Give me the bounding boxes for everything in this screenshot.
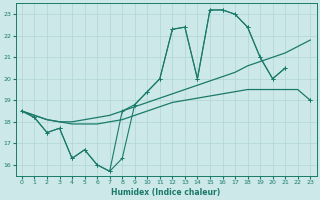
X-axis label: Humidex (Indice chaleur): Humidex (Indice chaleur) [111, 188, 221, 197]
